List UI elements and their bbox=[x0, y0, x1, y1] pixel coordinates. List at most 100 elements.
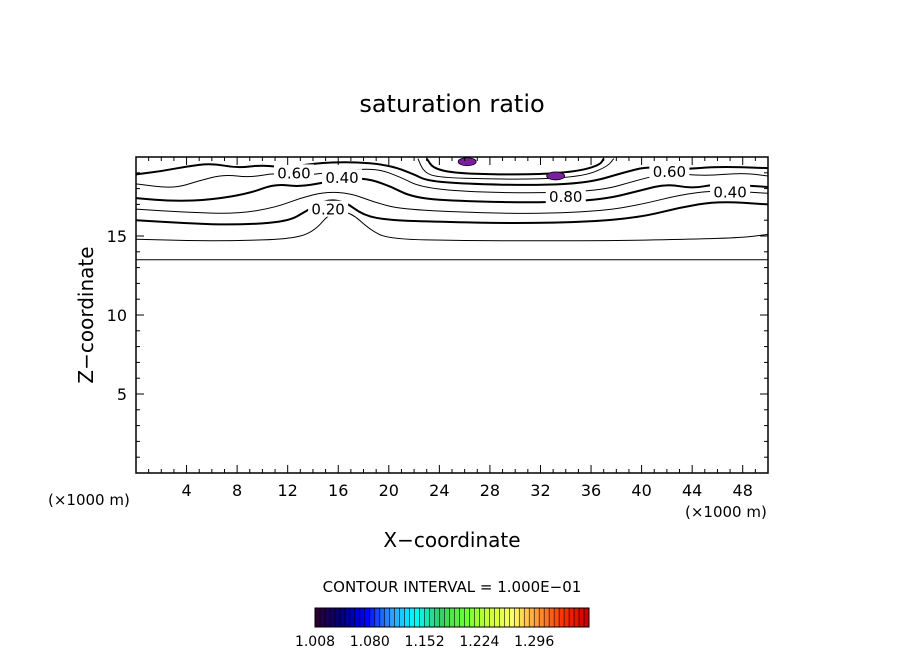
colorbar-stripe-31 bbox=[469, 608, 475, 627]
colorbar-stripe-4 bbox=[334, 608, 341, 627]
colorbar-stripe-40 bbox=[514, 608, 520, 627]
x-tick-label-4: 4 bbox=[181, 481, 191, 500]
y-tick-labels: 5 10 15 bbox=[107, 227, 127, 404]
colorbar-label-0: 1.008 bbox=[295, 634, 335, 650]
colorbar-stripe-3 bbox=[329, 608, 336, 627]
colorbar-stripe-21 bbox=[419, 608, 425, 627]
colorbar-stripe-7 bbox=[349, 608, 356, 627]
colorbar-stripe-52 bbox=[574, 608, 580, 627]
colorbar-stripe-46 bbox=[544, 608, 550, 627]
colorbar-stripe-41 bbox=[519, 608, 525, 627]
colorbar-stripe-9 bbox=[359, 608, 366, 627]
colorbar-stripe-49 bbox=[559, 608, 565, 627]
colorbar-stripe-42 bbox=[524, 608, 530, 627]
colorbar-stripe-18 bbox=[404, 608, 410, 627]
colorbar-stripe-2 bbox=[324, 608, 331, 627]
colorbar-stripe-1 bbox=[319, 608, 326, 627]
colorbar-stripe-45 bbox=[539, 608, 545, 627]
contour-line-2 bbox=[135, 190, 769, 214]
colorbar-stripe-44 bbox=[534, 608, 540, 627]
colorbar-stripe-25 bbox=[439, 608, 445, 627]
colorbar-stripe-51 bbox=[569, 608, 575, 627]
colorbar-stripe-28 bbox=[454, 608, 460, 627]
colorbar-stripe-17 bbox=[399, 608, 405, 627]
colorbar-stripe-19 bbox=[409, 608, 415, 627]
colorbar-stripe-14 bbox=[384, 608, 391, 627]
contour-label-2: 0.20 bbox=[311, 201, 344, 219]
x-tick-label-48: 48 bbox=[733, 481, 753, 500]
colorbar-tick-labels: 1.008 1.080 1.152 1.224 1.296 bbox=[295, 634, 554, 650]
colorbar-stripe-30 bbox=[464, 608, 470, 627]
colorbar-stripe-34 bbox=[484, 608, 490, 627]
y-tick-label-10: 10 bbox=[107, 306, 127, 325]
patch-0 bbox=[457, 157, 477, 167]
colorbar-stripe-47 bbox=[549, 608, 555, 627]
x-unit-left: (×1000 m) bbox=[48, 491, 130, 509]
x-axis-label: X−coordinate bbox=[383, 528, 520, 552]
contour-label-4: 0.60 bbox=[653, 163, 686, 181]
saturation-patches bbox=[457, 157, 566, 181]
colorbar-stripe-26 bbox=[444, 608, 450, 627]
colorbar-stripe-43 bbox=[529, 608, 535, 627]
contour-line-0 bbox=[135, 210, 769, 242]
colorbar-stripe-13 bbox=[379, 608, 386, 627]
colorbar-stripe-10 bbox=[364, 608, 371, 627]
colorbar-stripe-11 bbox=[369, 608, 376, 627]
colorbar-stripe-33 bbox=[479, 608, 485, 627]
patch-1 bbox=[546, 171, 566, 181]
x-tick-label-36: 36 bbox=[581, 481, 601, 500]
contour-label-5: 0.40 bbox=[713, 183, 746, 201]
colorbar-stripe-12 bbox=[374, 608, 381, 627]
x-tick-labels: 4 8 12 16 20 24 28 32 36 40 44 48 bbox=[181, 481, 752, 500]
colorbar-stripe-50 bbox=[564, 608, 570, 627]
contour-line-5 bbox=[135, 161, 769, 186]
contour-line-1 bbox=[135, 199, 769, 226]
x-unit-right: (×1000 m) bbox=[685, 503, 767, 521]
chart-title: saturation ratio bbox=[359, 90, 544, 118]
colorbar-stripe-24 bbox=[434, 608, 440, 627]
contour-lines bbox=[135, 158, 769, 261]
contour-line-6 bbox=[417, 158, 615, 180]
contour-label-bg-3 bbox=[545, 188, 586, 205]
contour-label-0: 0.60 bbox=[277, 164, 310, 182]
colorbar-label-1: 1.080 bbox=[350, 634, 390, 650]
colorbar-stripe-29 bbox=[459, 608, 465, 627]
x-tick-label-44: 44 bbox=[682, 481, 702, 500]
colorbar-stripe-48 bbox=[554, 608, 560, 627]
x-tick-label-16: 16 bbox=[328, 481, 348, 500]
plot-frame bbox=[135, 156, 769, 474]
colorbar-stripe-5 bbox=[339, 608, 346, 627]
colorbar-stripe-27 bbox=[449, 608, 455, 627]
colorbar-stripe-23 bbox=[429, 608, 435, 627]
contour-label-bg-0 bbox=[274, 164, 314, 181]
colorbar-stripe-35 bbox=[489, 608, 495, 627]
y-tick-label-15: 15 bbox=[107, 227, 127, 246]
contour-line-3 bbox=[135, 177, 769, 204]
contour-label-1: 0.40 bbox=[325, 169, 358, 187]
colorbar-label-2: 1.152 bbox=[405, 634, 445, 650]
colorbar bbox=[314, 607, 590, 628]
colorbar-stripe-39 bbox=[509, 608, 515, 627]
contour-label-bg-1 bbox=[322, 169, 363, 186]
contour-label-bg-5 bbox=[710, 183, 751, 200]
contour-label-bg-2 bbox=[308, 200, 349, 217]
contour-labels: 0.60 0.40 0.20 0.80 0.60 0.40 bbox=[274, 162, 751, 219]
colorbar-frame bbox=[314, 607, 590, 628]
axis-ticks bbox=[136, 157, 768, 473]
colorbar-stripe-16 bbox=[394, 608, 400, 627]
colorbar-stripe-8 bbox=[354, 608, 361, 627]
x-tick-label-28: 28 bbox=[480, 481, 500, 500]
contour-line-7 bbox=[425, 158, 605, 176]
y-axis-label: Z−coordinate bbox=[74, 246, 98, 383]
colorbar-stripe-53 bbox=[579, 608, 585, 627]
x-tick-label-12: 12 bbox=[278, 481, 298, 500]
colorbar-stripe-54 bbox=[584, 608, 590, 627]
colorbar-stripe-38 bbox=[504, 608, 510, 627]
colorbar-stripe-32 bbox=[474, 608, 480, 627]
y-tick-label-5: 5 bbox=[117, 385, 127, 404]
contour-label-3: 0.80 bbox=[549, 188, 582, 206]
x-tick-label-24: 24 bbox=[429, 481, 449, 500]
contour-label-bg-4 bbox=[649, 162, 690, 179]
colorbar-stripe-15 bbox=[389, 608, 396, 627]
